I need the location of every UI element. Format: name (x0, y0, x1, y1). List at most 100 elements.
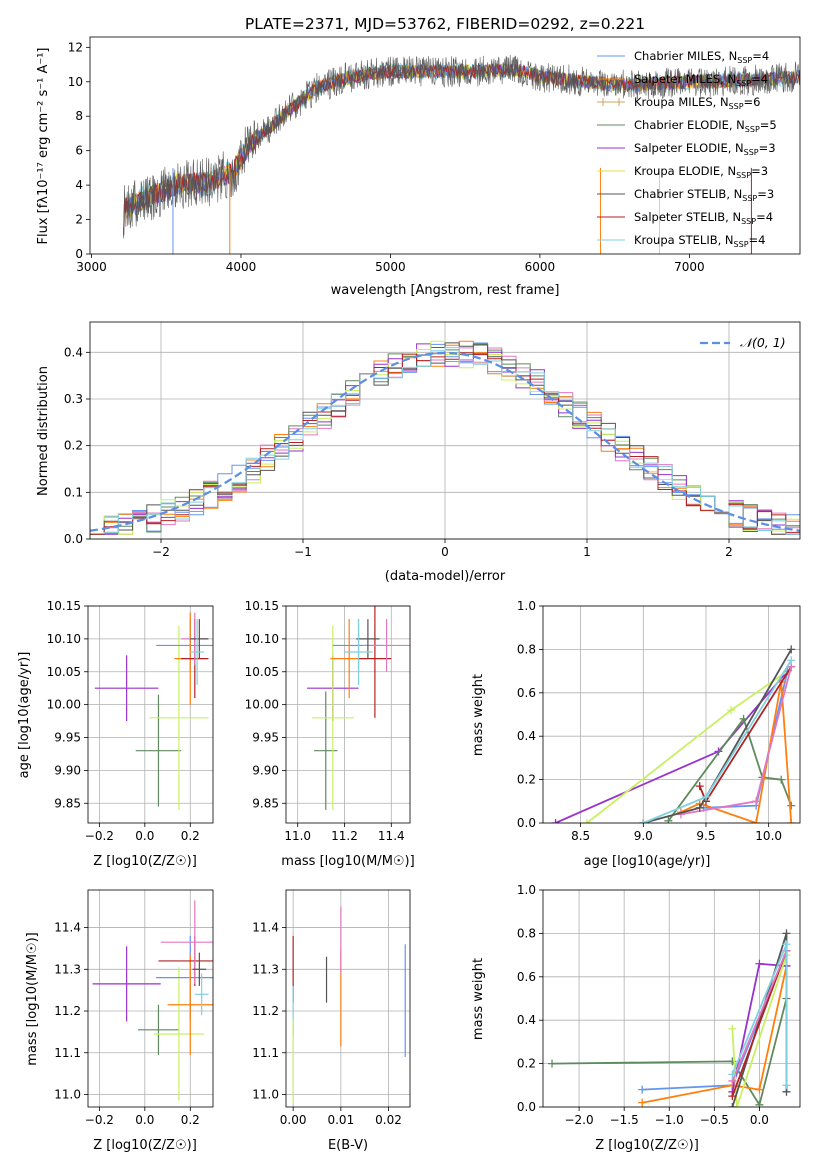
mass-vs-metallicity-plot-area: −0.2 0.0 0.2 11.0 11.1 11.2 11.3 11.4 (54, 889, 214, 1127)
x-tick-label: 0.00 (280, 1113, 307, 1127)
x-tick-label: −2.0 (564, 1113, 593, 1127)
axes-frame (87, 605, 214, 824)
y-tick-label: 10.05 (47, 665, 81, 679)
legend-label: 𝒩(0, 1) (740, 335, 786, 350)
residuals-plot-area: −2 −1 0 1 2 0.0 0.1 0.2 0.3 0.4 (64, 321, 801, 559)
spectrum-panel: PLATE=2371, MJD=53762, FIBERID=0292, z=0… (36, 15, 801, 298)
x-tick-label: 5000 (375, 260, 406, 274)
histogram-line (90, 347, 800, 535)
age-vs-mass-panel: 11.0 11.2 11.4 9.85 9.90 9.95 10.00 10.05 10.10 1… (245, 599, 415, 869)
age-vs-metallicity-plot-area: −0.2 0.0 0.2 9.85 9.90 9.95 10.00 10.05 10.10 10.… (47, 599, 214, 843)
x-tick-label: −2 (152, 545, 170, 559)
y-tick-label: 0.8 (517, 642, 536, 656)
mass-weight-line (642, 965, 788, 1104)
x-tick-label: 0.01 (327, 1113, 354, 1127)
y-tick-label: 11.4 (54, 921, 81, 935)
mass-weight-vs-age-panel: 8.5 9.0 9.5 10.0 0.0 0.2 0.4 0.6 0.8 1.0 age [log… (471, 599, 801, 869)
legend: 𝒩(0, 1) (700, 335, 786, 350)
axes-frame (89, 36, 801, 255)
data-point-marker (739, 714, 748, 723)
data-point-marker (728, 1024, 737, 1033)
data-point-marker (728, 1092, 737, 1101)
spectrum-line (123, 54, 800, 239)
mass-weight-line (731, 950, 788, 1082)
age-vs-mass-plot-area: 11.0 11.2 11.4 9.85 9.90 9.95 10.00 10.05 10.10 1… (245, 599, 411, 843)
y-tick-label: 0.2 (517, 773, 536, 787)
data-point-marker (732, 1103, 741, 1107)
data-layer (551, 645, 796, 823)
legend-label: Chabrier STELIB, NSSP=3 (634, 187, 774, 203)
spectrum-plot-area: 3000 4000 5000 6000 7000 0 2 4 6 8 10 12 (68, 36, 801, 274)
data-point-marker (728, 1103, 737, 1107)
x-tick-label: 10.0 (755, 829, 782, 843)
y-tick-label: 12 (68, 40, 83, 54)
y-tick-label: 9.85 (54, 796, 81, 810)
x-axis-label: E(B-V) (328, 1138, 368, 1153)
data-point-marker (664, 816, 673, 823)
y-tick-label: 11.0 (54, 1087, 81, 1101)
x-tick-label: −1 (294, 545, 312, 559)
data-point-marker (752, 819, 761, 823)
legend: Chabrier MILES, NSSP=4 Salpeter MILES, NS… (597, 49, 777, 249)
y-axis-label: age [log10(age/yr)] (17, 652, 32, 779)
y-tick-label: 6 (75, 144, 83, 158)
y-tick-label: 0.8 (517, 926, 536, 940)
normal-curve (90, 351, 800, 532)
y-tick-label: 11.3 (54, 962, 81, 976)
mass-vs-ebv-plot-area: 0.00 0.01 0.02 11.0 11.1 11.2 11.3 11.4 (252, 889, 411, 1127)
y-tick-label: 10.00 (245, 698, 279, 712)
y-tick-label: 0.2 (517, 1057, 536, 1071)
x-tick-label: 0.2 (181, 829, 200, 843)
data-point-marker (782, 929, 791, 938)
mass-weight-line (731, 950, 788, 1097)
data-layer (92, 900, 213, 1101)
x-axis-label: (data-model)/error (385, 569, 506, 584)
y-tick-label: 10.10 (245, 632, 279, 646)
x-tick-label: 0.02 (375, 1113, 402, 1127)
x-axis-label: age [log10(age/yr)] (584, 854, 711, 869)
x-axis-label: mass [log10(M/M☉)] (281, 854, 414, 869)
y-tick-label: 0.1 (64, 485, 83, 499)
axes-frame (285, 605, 411, 824)
legend-marker (599, 98, 607, 106)
y-tick-label: 0.4 (517, 1013, 536, 1027)
x-tick-label: −0.5 (700, 1113, 729, 1127)
age-vs-metallicity-panel: −0.2 0.0 0.2 9.85 9.90 9.95 10.00 10.05 10.10 10.… (17, 599, 214, 869)
chart-title: PLATE=2371, MJD=53762, FIBERID=0292, z=0… (245, 15, 645, 33)
y-tick-label: 1.0 (517, 599, 536, 613)
x-tick-label: 6000 (525, 260, 556, 274)
mass-weight-vs-age-plot-area: 8.5 9.0 9.5 10.0 0.0 0.2 0.4 0.6 0.8 1.0 (517, 599, 801, 843)
data-point-marker (777, 775, 786, 784)
data-point-marker (639, 819, 648, 823)
y-tick-label: 0.0 (517, 1100, 536, 1114)
data-layer (123, 54, 800, 254)
legend-label: Kroupa MILES, NSSP=6 (634, 95, 760, 111)
x-tick-label: 0.0 (135, 829, 154, 843)
spectrum-line (123, 63, 800, 235)
x-tick-label: 9.0 (634, 829, 653, 843)
y-tick-label: 0 (75, 247, 83, 261)
data-layer (307, 606, 410, 810)
y-tick-label: 10.05 (245, 665, 279, 679)
legend-label: Salpeter ELODIE, NSSP=3 (634, 141, 776, 157)
data-point-marker (701, 792, 710, 801)
data-point-marker (638, 1098, 647, 1107)
y-tick-label: 9.95 (54, 731, 81, 745)
x-tick-label: 0 (441, 545, 449, 559)
y-axis-label: Normed distribution (36, 366, 51, 496)
x-axis-label: Z [log10(Z/Z☉)] (595, 1138, 699, 1153)
y-tick-label: 0.0 (517, 816, 536, 830)
mass-weight-line (680, 681, 793, 823)
y-tick-label: 8 (75, 109, 83, 123)
axes-frame (285, 889, 411, 1108)
data-point-marker (755, 959, 764, 968)
residuals-panel: −2 −1 0 1 2 0.0 0.1 0.2 0.3 0.4 (data-model)/erro… (36, 321, 801, 584)
data-layer (548, 929, 791, 1107)
y-axis-label: mass weight (471, 958, 486, 1040)
x-tick-label: 0.0 (135, 1113, 154, 1127)
x-tick-label: 8.5 (571, 829, 590, 843)
x-axis-label: wavelength [Angstrom, rest frame] (331, 283, 560, 298)
data-layer (94, 612, 213, 810)
data-point-marker (548, 1059, 557, 1068)
y-tick-label: 0.4 (517, 729, 536, 743)
